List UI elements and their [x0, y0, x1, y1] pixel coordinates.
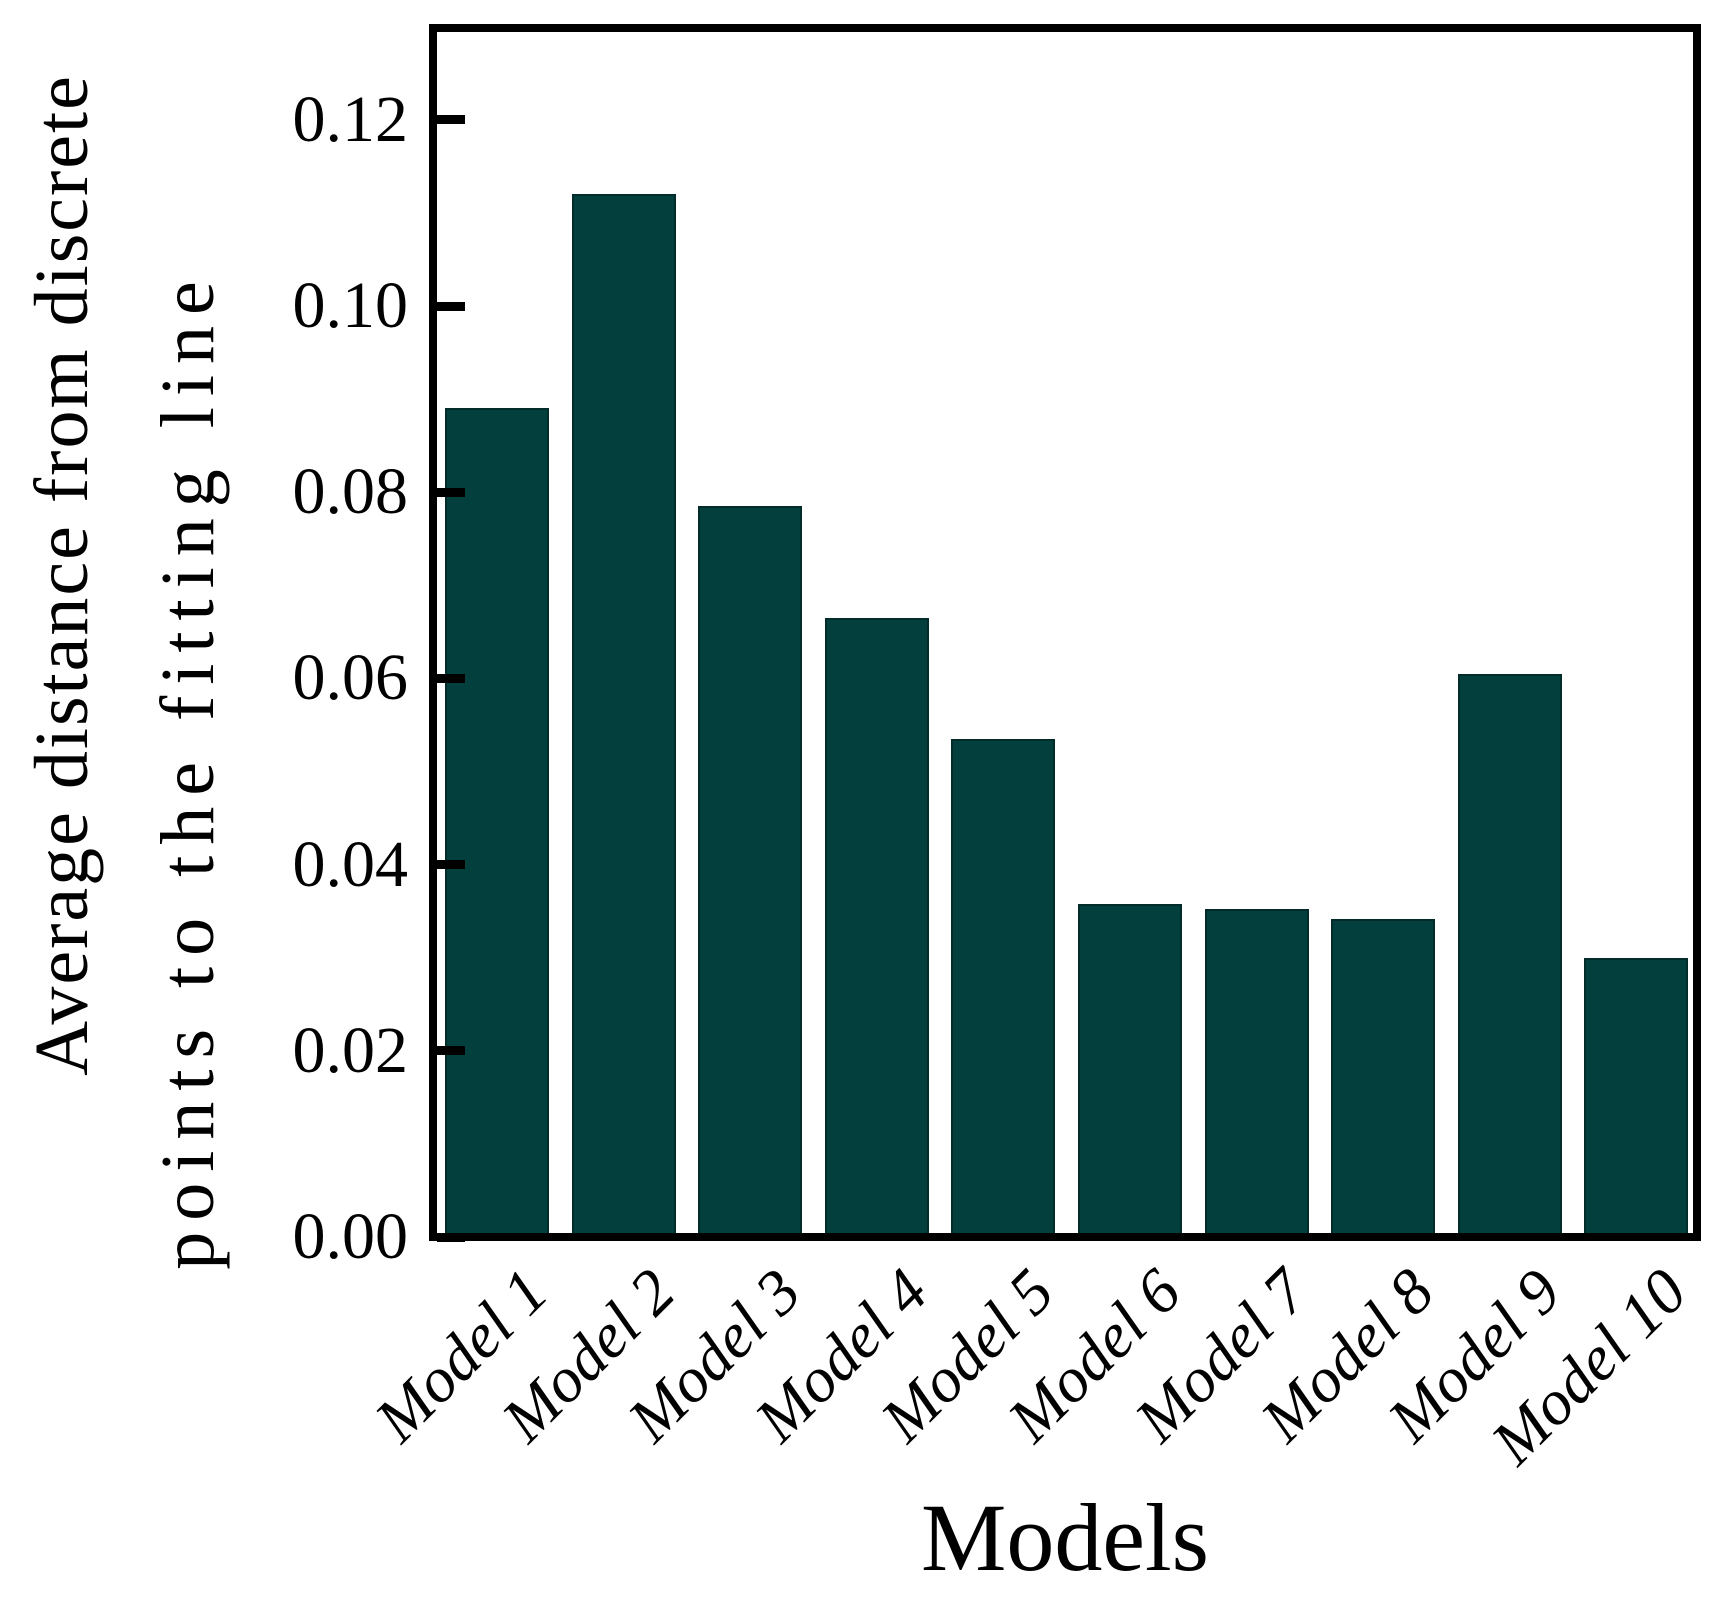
bar-model-8	[1331, 919, 1435, 1237]
y-axis-title-line1: Average distance from discrete	[20, 74, 104, 1076]
y-tick-label-0.10: 0.10	[292, 269, 409, 342]
bar-model-7	[1205, 909, 1309, 1237]
y-tick-0.04	[437, 860, 465, 869]
bar-model-2	[572, 194, 676, 1237]
x-axis-title: Models	[921, 1484, 1209, 1591]
y-tick-0.02	[437, 1046, 465, 1055]
bar-model-3	[698, 506, 802, 1237]
bar-model-10	[1584, 958, 1688, 1237]
bar-model-5	[951, 739, 1055, 1237]
y-tick-label-0.08: 0.08	[292, 455, 409, 528]
bar-model-1	[445, 408, 549, 1237]
bar-model-4	[825, 618, 929, 1237]
y-tick-0.06	[437, 674, 465, 683]
y-tick-label-0.02: 0.02	[292, 1014, 409, 1087]
y-axis-title-line2: points to the fitting line	[146, 270, 230, 1270]
y-tick-0.08	[437, 488, 465, 497]
y-tick-0.10	[437, 302, 465, 311]
y-tick-0.12	[437, 115, 465, 124]
y-tick-label-0.06: 0.06	[292, 641, 409, 714]
y-tick-label-0.12: 0.12	[292, 83, 409, 156]
bar-model-6	[1078, 904, 1182, 1237]
y-tick-label-0.04: 0.04	[292, 828, 409, 901]
y-tick-label-0.00: 0.00	[292, 1200, 409, 1273]
y-tick-0.00	[437, 1233, 465, 1242]
bar-model-9	[1458, 674, 1562, 1237]
